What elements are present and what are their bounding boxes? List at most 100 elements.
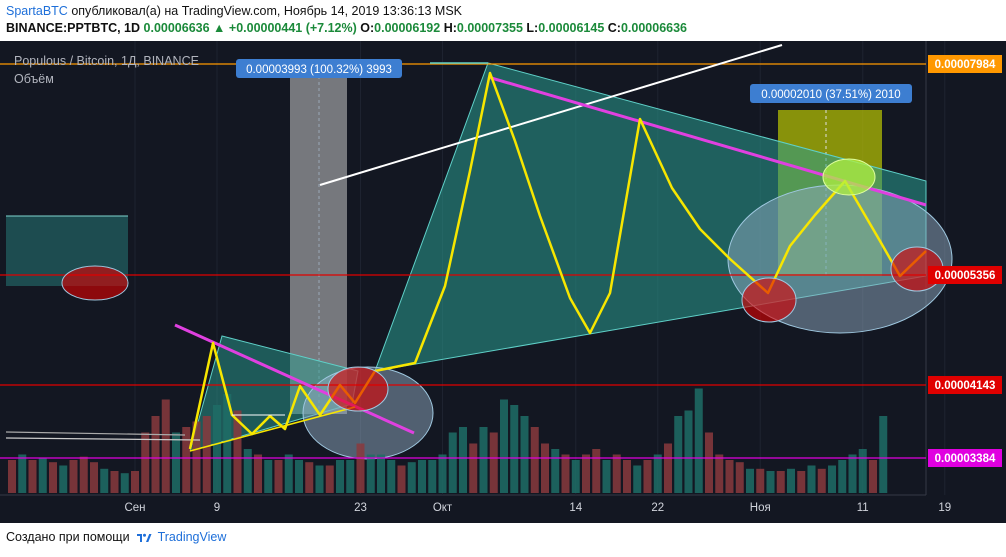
volume-bar xyxy=(674,416,683,493)
symbol-ohlc-line: BINANCE:PPTBTC, 1D 0.00006636 ▲ +0.00000… xyxy=(6,21,687,35)
volume-bar xyxy=(612,454,621,493)
volume-bar xyxy=(346,460,355,493)
wave-pattern-line[interactable] xyxy=(188,71,927,450)
volume-bar xyxy=(684,410,693,493)
small-support-line[interactable] xyxy=(189,406,356,452)
badge-orange: 0.00007984 xyxy=(935,59,996,71)
volume-bar xyxy=(141,432,150,493)
ohlc-close-value: 0.00006636 xyxy=(620,21,688,35)
volume-bar xyxy=(787,468,795,493)
highlight-green[interactable] xyxy=(822,158,876,196)
tradingview-logo-icon xyxy=(136,533,152,542)
highlight-red-2[interactable] xyxy=(327,366,389,412)
legend-title: Populous / Bitcoin, 1Д, BINANCE xyxy=(14,54,199,68)
volume-bar xyxy=(243,449,252,493)
volume-bar xyxy=(838,460,847,493)
badge-bg-orange xyxy=(928,55,1002,73)
volume-bar xyxy=(879,416,888,493)
volume-bar xyxy=(551,449,560,493)
legend-volume: Объём xyxy=(14,72,54,86)
volume-bar xyxy=(766,471,775,493)
volume-bar xyxy=(817,468,826,493)
volume-bar xyxy=(715,454,724,493)
volume-bar xyxy=(295,460,303,493)
volume-bar xyxy=(407,462,416,493)
volume-bar xyxy=(69,460,78,493)
volume-bar xyxy=(510,405,519,493)
volume-bar xyxy=(202,416,211,493)
support-line-grey-1[interactable] xyxy=(5,431,186,436)
ohlc-close-key: C: xyxy=(607,21,621,35)
volume-bar xyxy=(500,399,508,493)
volume-bar xyxy=(325,465,334,493)
support-line-grey-2[interactable] xyxy=(5,437,201,441)
time-tick-label: 23 xyxy=(354,502,367,514)
author-name[interactable]: SpartaBTC xyxy=(6,4,68,18)
ohlc-high-key: H: xyxy=(443,21,457,35)
volume-bar xyxy=(315,465,324,493)
chart-legend: Populous / Bitcoin, 1Д, BINANCE Объём xyxy=(14,54,199,86)
volume-bar xyxy=(797,471,806,493)
volume-bar xyxy=(653,454,662,493)
badge-red-2: 0.00004143 xyxy=(935,380,996,392)
badge-bg-magenta xyxy=(928,449,1002,467)
horizontal-levels xyxy=(0,44,926,459)
price-chart[interactable]: Populous / Bitcoin, 1Д, BINANCE Объём 0.… xyxy=(0,41,1006,523)
volume-bar xyxy=(8,460,16,493)
ohlc-low-key: L: xyxy=(526,21,539,35)
volume-bar xyxy=(848,454,857,493)
volume-bar xyxy=(858,449,867,493)
volume-bar xyxy=(223,394,232,493)
volume-bar xyxy=(356,443,365,493)
volume-bar xyxy=(869,460,877,493)
downtrend-line[interactable] xyxy=(174,323,415,435)
volume-bar xyxy=(735,462,744,493)
trend-line-white[interactable] xyxy=(319,44,783,186)
volume-bar xyxy=(120,473,129,493)
footer-tradingview-link[interactable]: TradingView xyxy=(157,530,227,544)
chart-area[interactable]: Populous / Bitcoin, 1Д, BINANCE Объём 0.… xyxy=(0,41,1006,523)
volume-bar xyxy=(18,454,27,493)
volume-bar xyxy=(233,410,242,493)
volume-bar xyxy=(705,432,713,493)
price-badges: 0.00007984 0.00005356 0.00004143 0.00003… xyxy=(928,55,1002,467)
measure-labels: 0.00003993 (100.32%) 3993 0.00002010 (37… xyxy=(236,59,912,103)
ohlc-open-key: O: xyxy=(360,21,375,35)
volume-bar xyxy=(438,454,447,493)
volume-bar xyxy=(428,460,437,493)
time-tick-label: Ноя xyxy=(750,502,771,514)
volume-bar xyxy=(305,462,314,493)
footer-created-with: Создано при помощи xyxy=(6,530,130,544)
volume-bars xyxy=(8,388,888,493)
volume-bar xyxy=(161,399,170,493)
measure-label-2: 0.00002010 (37.51%) 2010 xyxy=(761,89,900,101)
highlight-red-1[interactable] xyxy=(61,265,129,301)
volume-bar xyxy=(284,454,293,493)
badge-red-1: 0.00005356 xyxy=(935,270,996,282)
volume-bar xyxy=(79,456,88,493)
volume-bar xyxy=(254,454,262,493)
volume-bar xyxy=(59,465,68,493)
badge-bg-red-2 xyxy=(928,376,1002,394)
volume-bar xyxy=(274,460,283,493)
symbol-label: BINANCE:PPTBTC, 1D xyxy=(6,21,141,35)
volume-bar xyxy=(776,471,785,493)
volume-bar xyxy=(592,449,601,493)
badge-magenta: 0.00003384 xyxy=(935,453,996,465)
volume-bar xyxy=(448,432,457,493)
volume-bar xyxy=(469,443,478,493)
volume-bar xyxy=(110,471,119,493)
measure-label-box-1 xyxy=(236,59,402,78)
volume-bar xyxy=(49,462,57,493)
time-axis[interactable]: Сен 9 23 Окт 14 22 Ноя 11 19 xyxy=(124,502,951,514)
volume-bar xyxy=(336,460,344,493)
volume-bar xyxy=(90,462,98,493)
volume-bar xyxy=(541,443,549,493)
volume-bar xyxy=(377,454,385,493)
volume-bar xyxy=(172,432,180,493)
highlight-red-3[interactable] xyxy=(741,277,797,323)
time-tick-label: 19 xyxy=(938,502,951,514)
volume-bar xyxy=(479,427,488,493)
badge-bg-red-1 xyxy=(928,266,1002,284)
time-tick-label: 14 xyxy=(569,502,582,514)
